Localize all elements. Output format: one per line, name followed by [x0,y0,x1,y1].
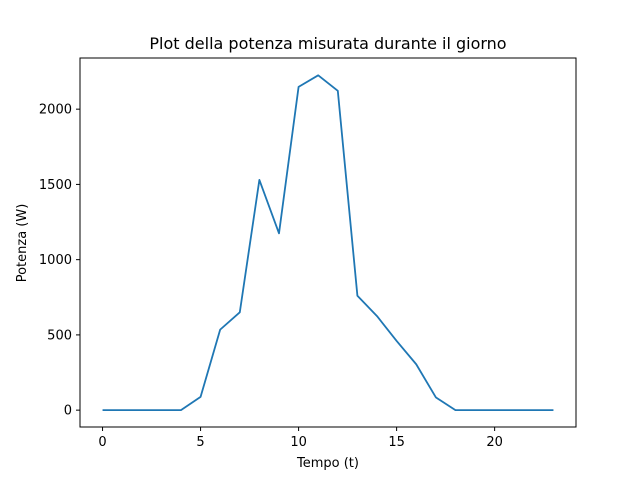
y-axis: 0 500 1000 1500 2000 [39,103,80,419]
plot-area-frame [79,57,577,428]
x-axis-label: Tempo (t) [296,456,359,471]
x-axis: 0 5 10 15 20 [98,427,503,450]
x-tick-label: 20 [486,435,503,450]
x-tick-label: 15 [388,435,405,450]
series-line-power [102,74,554,412]
x-tick-label: 0 [98,435,106,450]
y-tick-label: 0 [64,404,72,419]
y-tick-label: 1500 [39,178,72,193]
x-tick-label: 5 [196,435,204,450]
y-tick-label: 2000 [39,103,72,118]
chart-title: Plot della potenza misurata durante il g… [149,34,506,53]
y-axis-label: Potenza (W) [15,204,30,283]
y-tick-label: 1000 [39,253,72,268]
y-tick-label: 500 [47,328,72,343]
x-tick-label: 10 [290,435,307,450]
